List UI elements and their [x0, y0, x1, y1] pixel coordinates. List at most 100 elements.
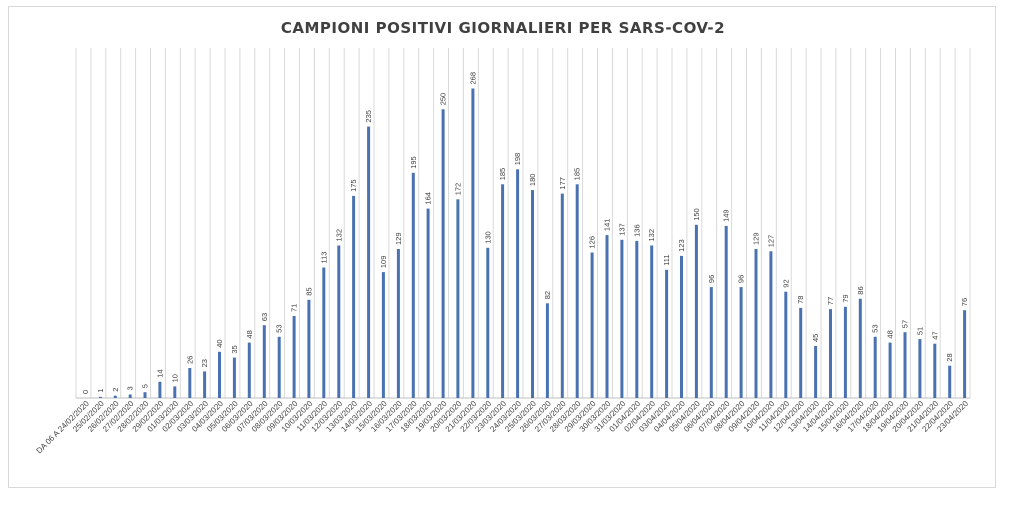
- bar: [680, 255, 683, 398]
- bar: [396, 249, 400, 398]
- data-label: 185: [498, 168, 507, 181]
- data-label: 127: [766, 235, 775, 248]
- data-label: 71: [290, 304, 299, 312]
- bar: [560, 193, 564, 398]
- bar: [933, 343, 937, 398]
- bar: [98, 396, 102, 398]
- bar: [292, 316, 296, 398]
- data-label: 137: [617, 223, 626, 236]
- data-label: 63: [260, 313, 269, 321]
- bar: [769, 251, 773, 398]
- bar: [903, 332, 907, 398]
- bar: [218, 351, 221, 398]
- data-label: 86: [856, 286, 865, 294]
- bar: [531, 190, 534, 398]
- bar: [635, 240, 639, 398]
- bar: [381, 272, 385, 398]
- data-label: 35: [230, 345, 239, 353]
- data-label: 113: [319, 252, 328, 264]
- data-label: 23: [200, 359, 209, 367]
- bar: [858, 298, 862, 398]
- data-label: 123: [677, 239, 686, 252]
- data-label: 164: [424, 192, 433, 205]
- data-label: 149: [722, 209, 731, 222]
- bar: [709, 287, 713, 398]
- bar: [173, 386, 177, 398]
- data-label: 250: [439, 93, 448, 106]
- bar: [113, 395, 117, 398]
- data-label: 5: [141, 384, 150, 388]
- data-label: 136: [632, 224, 641, 237]
- bar: [605, 235, 609, 398]
- bar: [948, 365, 952, 398]
- bar: [441, 109, 445, 399]
- data-label: 45: [811, 334, 820, 342]
- bar: [694, 224, 698, 399]
- data-label: 130: [483, 231, 492, 244]
- bar: [739, 287, 743, 398]
- bar: [232, 357, 236, 398]
- data-label: 48: [245, 330, 254, 338]
- data-label: 28: [945, 353, 954, 361]
- bar: [143, 392, 147, 398]
- bar: [486, 247, 490, 398]
- data-label: 1: [96, 389, 105, 393]
- bar: [352, 195, 356, 398]
- data-label: 172: [453, 183, 462, 196]
- bar: [918, 339, 922, 398]
- data-label: 48: [886, 330, 895, 338]
- data-label: 96: [707, 275, 716, 283]
- data-label: 79: [841, 294, 850, 302]
- bar: [471, 88, 475, 398]
- data-label: 47: [930, 331, 939, 339]
- bar: [575, 184, 579, 398]
- data-label: 235: [364, 110, 373, 123]
- data-label: 185: [573, 168, 582, 181]
- chart-title: CAMPIONI POSITIVI GIORNALIERI PER SARS-C…: [280, 19, 726, 37]
- bar: [620, 239, 624, 398]
- data-label: 26: [185, 356, 194, 364]
- bar: [829, 309, 832, 398]
- data-label: 51: [915, 327, 924, 335]
- bar: [963, 310, 967, 398]
- data-label: 198: [513, 153, 522, 166]
- data-label: 76: [960, 298, 969, 306]
- bar: [516, 169, 520, 398]
- bar: [665, 269, 669, 398]
- data-label: 92: [781, 279, 790, 287]
- data-label: 3: [126, 386, 135, 390]
- data-label: 14: [155, 369, 164, 377]
- bar: [188, 368, 192, 398]
- data-label: 268: [468, 72, 477, 85]
- bar: [128, 394, 132, 398]
- data-label: 96: [737, 275, 746, 283]
- data-label: 175: [349, 179, 358, 192]
- bar: [262, 325, 266, 398]
- bar: [873, 336, 877, 398]
- bar: [337, 245, 341, 398]
- bar: [367, 126, 371, 398]
- bar: [158, 381, 162, 398]
- data-label: 2: [111, 388, 120, 392]
- bar: [888, 342, 892, 398]
- data-label: 109: [379, 256, 388, 269]
- data-label: 150: [692, 208, 701, 221]
- data-label: 0: [81, 390, 90, 394]
- bar: [203, 371, 207, 398]
- data-label: 126: [588, 236, 597, 249]
- data-label: 78: [796, 296, 805, 304]
- bar: [799, 307, 803, 398]
- data-label: 141: [603, 219, 612, 232]
- data-label: 40: [215, 339, 224, 347]
- data-label: 85: [304, 287, 313, 295]
- data-label: 132: [334, 229, 343, 242]
- bar: [650, 245, 654, 398]
- bar: [411, 172, 415, 398]
- data-label: 53: [871, 324, 880, 332]
- data-label: 10: [170, 374, 179, 382]
- data-label: 195: [409, 156, 418, 169]
- data-label: 53: [275, 324, 284, 332]
- bar: [784, 291, 788, 398]
- bar: [456, 199, 460, 398]
